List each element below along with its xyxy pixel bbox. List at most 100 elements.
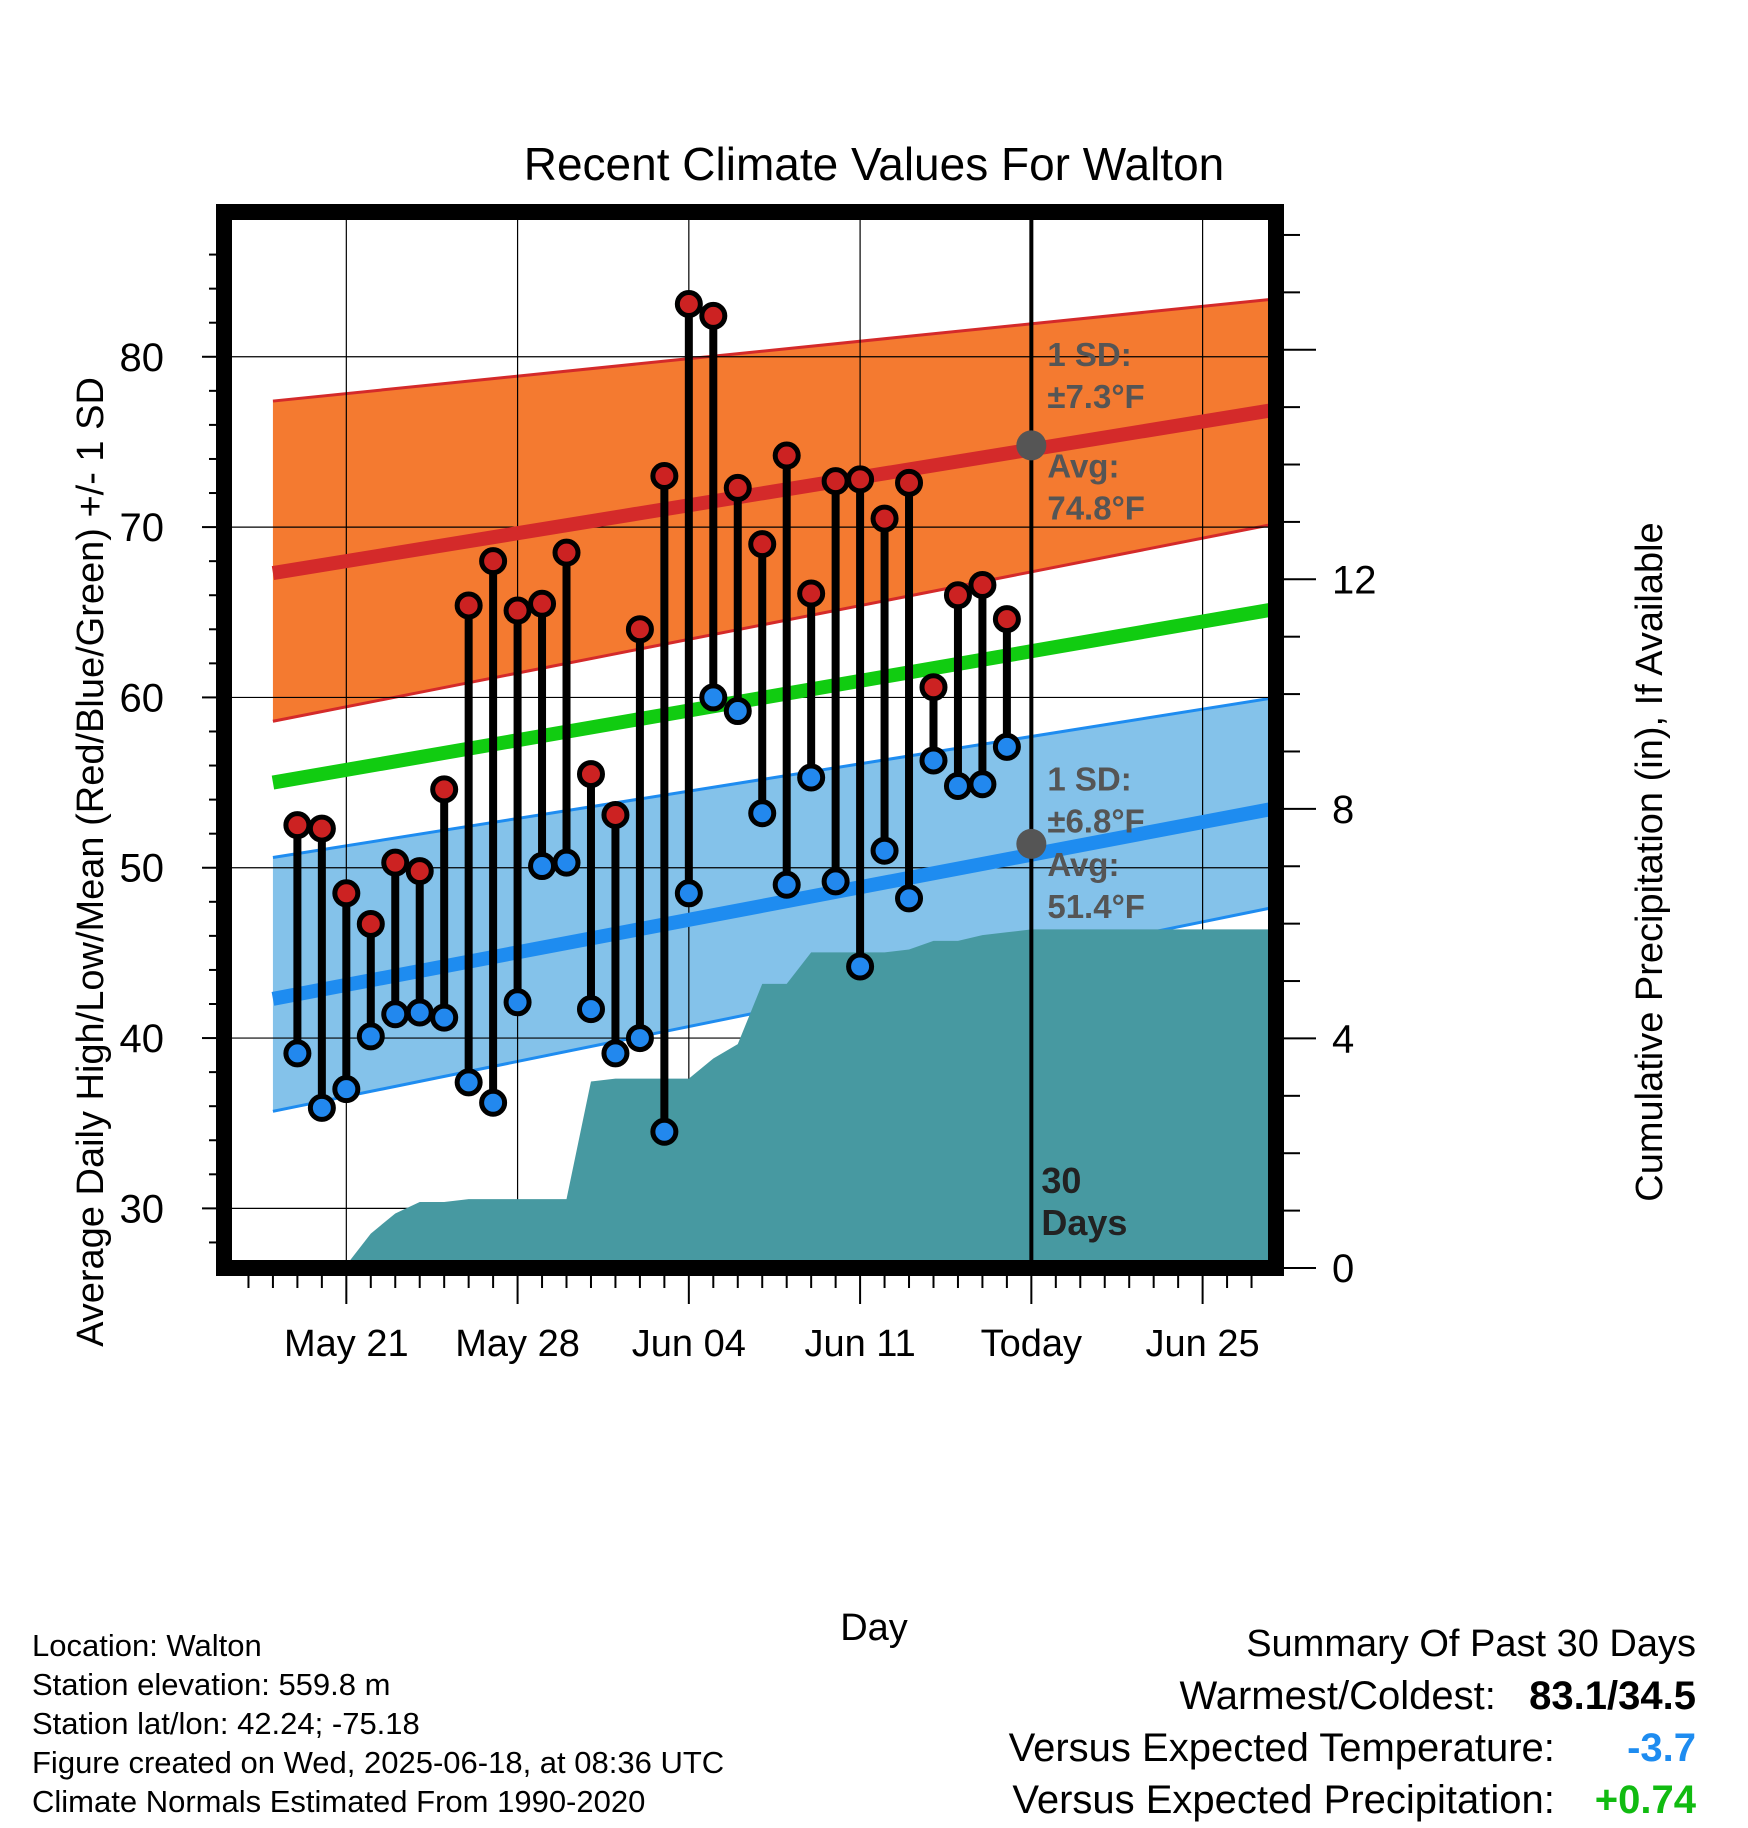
high-point (528, 589, 557, 618)
low-point (454, 1068, 483, 1097)
high-point (601, 800, 630, 829)
low-point (943, 771, 972, 800)
high-point (503, 596, 532, 625)
low-point (919, 746, 948, 775)
high-point (454, 591, 483, 620)
location-text: Location: Walton (32, 1628, 262, 1663)
low-point (674, 879, 703, 908)
high-sd-band-upper-edge (272, 297, 1276, 403)
low-sd-band-upper-edge (272, 695, 1276, 860)
low-point (992, 732, 1021, 761)
high-point (332, 879, 361, 908)
plot-area: 1 SD: ±7.3°F Avg: 74.8°F 1 SD: ±6.8°F Avg: 51.4… (120, 204, 1377, 1365)
low-point (846, 952, 875, 981)
x-tick-label: May 28 (455, 1323, 580, 1365)
low-point (723, 697, 752, 726)
low-point (381, 1000, 410, 1029)
latlon-text: Station lat/lon: 42.24; -75.18 (32, 1706, 420, 1741)
y2-tick-label: 12 (1332, 558, 1377, 602)
y-tick-label: 30 (120, 1187, 165, 1231)
low-point (307, 1093, 336, 1122)
today-high-average-marker (1016, 430, 1047, 461)
today-low-average-marker (1016, 828, 1047, 859)
high-point (992, 605, 1021, 634)
y2-tick-label: 8 (1332, 788, 1354, 832)
high-avg-label: Avg: (1047, 447, 1119, 484)
high-point (797, 579, 826, 608)
summary-warmest: Warmest/Coldest: 83.1/34.5 (1179, 1674, 1696, 1719)
high-point (895, 468, 924, 497)
high-point (479, 547, 508, 576)
low-point (552, 848, 581, 877)
summary-precip: Versus Expected Precipitation: +0.74 (1012, 1778, 1696, 1823)
x-tick-label: Today (981, 1323, 1082, 1365)
mean-average-line (271, 601, 1276, 790)
high-point (870, 504, 899, 533)
precip-value: +0.74 (1594, 1778, 1696, 1822)
low-point (625, 1024, 654, 1053)
chart-title: Recent Climate Values For Walton (524, 138, 1225, 190)
low-average-line (271, 801, 1276, 1006)
low-point (650, 1117, 679, 1146)
high-point (552, 538, 581, 567)
y2-tick-label: 0 (1332, 1247, 1354, 1291)
y-axis-label: Average Daily High/Low/Mean (Red/Blue/Gr… (70, 377, 112, 1347)
low-point (479, 1088, 508, 1117)
low-sd-label: 1 SD: (1047, 760, 1131, 797)
low-avg-value: 51.4°F (1047, 888, 1145, 925)
x-tick-label: Jun 04 (632, 1323, 746, 1365)
y-tick-label: 40 (120, 1017, 165, 1061)
y-tick-label: 50 (120, 847, 165, 891)
low-point (895, 884, 924, 913)
x-tick-label: Jun 11 (804, 1323, 915, 1365)
high-point (625, 615, 654, 644)
low-sd-value: ±6.8°F (1047, 802, 1144, 839)
low-point (772, 870, 801, 899)
warmest-value: 83.1/34.5 (1529, 1674, 1696, 1718)
high-point (919, 673, 948, 702)
high-point (821, 467, 850, 496)
high-point (405, 857, 434, 886)
temp-label: Versus Expected Temperature: (1008, 1726, 1555, 1770)
temp-value: -3.7 (1627, 1726, 1696, 1770)
high-average-line (271, 402, 1276, 580)
x-axis-label: Day (840, 1607, 908, 1649)
high-point (283, 811, 312, 840)
low-point (797, 763, 826, 792)
x-tick-label: Jun 25 (1146, 1323, 1260, 1365)
high-point (723, 473, 752, 502)
warmest-label: Warmest/Coldest: (1179, 1674, 1496, 1718)
high-point (356, 909, 385, 938)
low-point (503, 988, 532, 1017)
high-point (307, 814, 336, 843)
created-text: Figure created on Wed, 2025-06-18, at 08… (32, 1745, 725, 1780)
high-sd-value: ±7.3°F (1047, 378, 1144, 415)
summary-title: Summary Of Past 30 Days (1246, 1623, 1696, 1665)
high-point (674, 289, 703, 318)
high-point (968, 571, 997, 600)
low-point (283, 1039, 312, 1068)
elevation-text: Station elevation: 559.8 m (32, 1667, 391, 1702)
low-point (968, 770, 997, 799)
high-sd-band-lower-edge (272, 522, 1276, 723)
high-point (576, 760, 605, 789)
high-point (650, 462, 679, 490)
high-sd-label: 1 SD: (1047, 336, 1131, 373)
high-point (430, 775, 459, 804)
low-point (405, 998, 434, 1027)
low-point (870, 836, 899, 865)
y2-axis-label: Cumulative Precipitation (in), If Availa… (1629, 522, 1671, 1201)
high-point (772, 441, 801, 470)
high-point (943, 581, 972, 610)
window-label-number: 30 (1041, 1160, 1081, 1201)
low-point (748, 799, 777, 828)
high-avg-value: 74.8°F (1047, 489, 1145, 526)
y-tick-label: 60 (120, 676, 165, 720)
low-point (699, 683, 728, 712)
x-tick-label: May 21 (284, 1323, 409, 1365)
station-info: Location: Walton Station elevation: 559.… (32, 1626, 724, 1821)
low-avg-label: Avg: (1047, 846, 1119, 883)
plot-frame (216, 204, 1284, 1276)
low-point (576, 995, 605, 1024)
